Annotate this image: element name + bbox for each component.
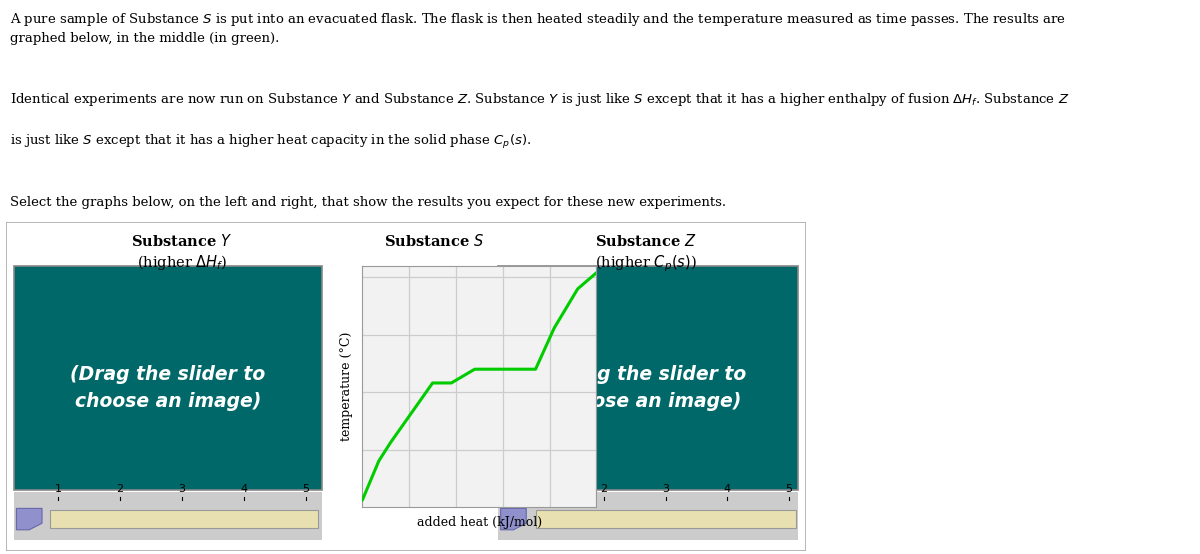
Text: Select the graphs below, on the left and right, that show the results you expect: Select the graphs below, on the left and… bbox=[10, 196, 726, 209]
Text: 5: 5 bbox=[785, 484, 792, 494]
Text: 3: 3 bbox=[179, 484, 186, 494]
Text: (Drag the slider to: (Drag the slider to bbox=[71, 366, 265, 384]
Y-axis label: temperature (°C): temperature (°C) bbox=[341, 332, 353, 441]
Text: 5: 5 bbox=[302, 484, 310, 494]
Polygon shape bbox=[500, 509, 527, 530]
Bar bbox=[536, 510, 796, 528]
Text: (higher $\Delta H_f$): (higher $\Delta H_f$) bbox=[137, 253, 227, 272]
Text: 4: 4 bbox=[240, 484, 247, 494]
Bar bbox=[50, 510, 318, 528]
Bar bbox=[14, 492, 322, 540]
Bar bbox=[14, 266, 322, 490]
Polygon shape bbox=[17, 509, 42, 530]
Text: choose an image): choose an image) bbox=[74, 392, 262, 411]
Text: A pure sample of Substance $S$ is put into an evacuated flask. The flask is then: A pure sample of Substance $S$ is put in… bbox=[10, 11, 1066, 45]
X-axis label: added heat (kJ/mol): added heat (kJ/mol) bbox=[416, 516, 542, 529]
Text: Substance $S$: Substance $S$ bbox=[384, 233, 485, 249]
Text: Substance $Z$: Substance $Z$ bbox=[595, 233, 697, 249]
Bar bbox=[498, 492, 798, 540]
Text: (higher $C_p(s)$): (higher $C_p(s)$) bbox=[595, 253, 697, 274]
Text: 4: 4 bbox=[724, 484, 731, 494]
Bar bbox=[498, 266, 798, 490]
Text: is just like $S$ except that it has a higher heat capacity in the solid phase $C: is just like $S$ except that it has a hi… bbox=[10, 133, 530, 151]
Text: 1: 1 bbox=[539, 484, 546, 494]
Text: 2: 2 bbox=[600, 484, 607, 494]
Text: 2: 2 bbox=[116, 484, 124, 494]
Text: choose an image): choose an image) bbox=[556, 392, 742, 411]
Text: Identical experiments are now run on Substance $Y$ and Substance $Z$. Substance : Identical experiments are now run on Sub… bbox=[10, 91, 1069, 108]
Text: (Drag the slider to: (Drag the slider to bbox=[551, 366, 746, 384]
Text: Substance $Y$: Substance $Y$ bbox=[131, 233, 233, 249]
Text: 3: 3 bbox=[662, 484, 670, 494]
Text: 1: 1 bbox=[54, 484, 61, 494]
